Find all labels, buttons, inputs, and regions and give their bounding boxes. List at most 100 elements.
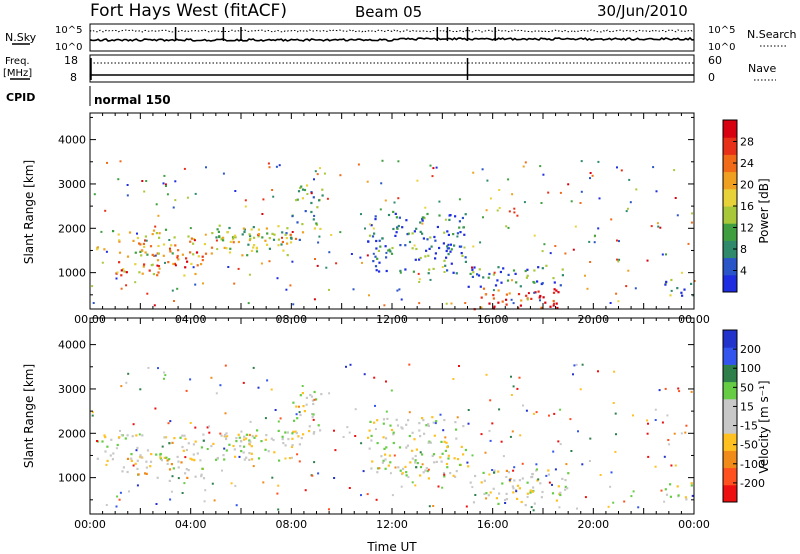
data-cell (545, 474, 548, 477)
data-cell (361, 261, 363, 264)
data-cell (445, 441, 448, 444)
data-cell (319, 167, 321, 170)
colorbar-swatch (723, 433, 737, 451)
data-cell (471, 275, 474, 278)
data-cell (241, 233, 244, 236)
data-cell (185, 468, 188, 471)
data-cell (185, 448, 188, 452)
data-cell (427, 468, 430, 471)
data-cell (187, 469, 190, 472)
data-cell (464, 302, 467, 304)
data-cell (463, 226, 465, 229)
data-cell (213, 499, 216, 502)
data-cell (552, 291, 556, 294)
data-cell (461, 254, 464, 257)
data-cell (469, 481, 472, 484)
data-cell (362, 470, 365, 473)
data-cell (526, 274, 529, 277)
data-cell (298, 411, 301, 414)
data-cell (100, 230, 103, 233)
data-cell (432, 421, 435, 424)
data-cell (278, 459, 281, 462)
data-cell (270, 388, 273, 391)
data-cell (507, 273, 510, 276)
data-cell (295, 413, 298, 416)
data-cell (359, 256, 362, 259)
data-cell (384, 453, 387, 456)
data-cell (381, 159, 384, 162)
data-cell (482, 287, 486, 290)
data-cell (498, 207, 501, 209)
data-cell (115, 277, 118, 280)
data-cell (247, 243, 250, 246)
data-cell (118, 239, 121, 242)
data-cell (458, 245, 461, 248)
data-cell (510, 298, 513, 301)
data-cell (101, 261, 104, 264)
data-cell (669, 483, 672, 486)
data-cell (400, 485, 403, 488)
data-cell (161, 445, 164, 448)
data-cell (300, 437, 303, 440)
data-cell (193, 459, 196, 462)
data-cell (505, 225, 508, 228)
data-cell (407, 476, 410, 479)
colorbar-swatch (723, 120, 737, 138)
data-cell (512, 491, 515, 494)
data-cell (458, 365, 460, 367)
data-cell (262, 481, 265, 484)
data-cell (494, 284, 498, 287)
data-cell (527, 292, 530, 295)
data-cell (159, 452, 162, 456)
data-cell (553, 281, 556, 284)
data-cell (646, 259, 649, 262)
data-cell (449, 214, 452, 217)
data-cell (297, 190, 301, 193)
data-cell (372, 260, 375, 263)
data-cell (384, 467, 387, 470)
data-cell (304, 210, 307, 213)
cpid-label: CPID (6, 91, 35, 104)
data-cell (599, 474, 602, 476)
data-cell (544, 301, 547, 304)
data-cell (518, 479, 521, 482)
data-cell (395, 216, 398, 219)
data-cell (440, 460, 443, 463)
data-cell (655, 190, 658, 193)
x-tick-label: 00:00 (678, 518, 710, 531)
data-cell (446, 466, 449, 469)
data-cell (360, 213, 362, 216)
data-cell (540, 202, 543, 204)
data-cell (222, 454, 225, 457)
data-cell (169, 420, 172, 423)
data-cell (276, 492, 279, 495)
data-cell (526, 481, 529, 484)
data-cell (398, 288, 401, 291)
data-cell (411, 481, 414, 484)
x-tick-label: 00:00 (74, 518, 106, 531)
data-cell (171, 441, 174, 444)
data-cell (173, 300, 175, 302)
data-cell (215, 239, 218, 242)
data-cell (654, 419, 657, 421)
data-cell (424, 469, 427, 472)
data-cell (507, 471, 510, 474)
data-cell (429, 164, 432, 167)
data-cell (375, 239, 378, 243)
data-cell (467, 409, 470, 411)
data-cell (227, 266, 230, 268)
data-cell (385, 251, 388, 254)
data-cell (488, 272, 491, 276)
data-cell (260, 262, 263, 265)
data-cell (303, 188, 307, 192)
data-cell (498, 189, 501, 191)
data-cell (186, 260, 189, 263)
data-cell (554, 468, 557, 471)
data-cell (520, 299, 523, 302)
data-cell (646, 419, 649, 422)
data-cell (141, 180, 144, 182)
data-cell (317, 472, 320, 475)
data-cell (298, 238, 301, 241)
data-cell (452, 233, 455, 236)
data-cell (432, 453, 436, 456)
